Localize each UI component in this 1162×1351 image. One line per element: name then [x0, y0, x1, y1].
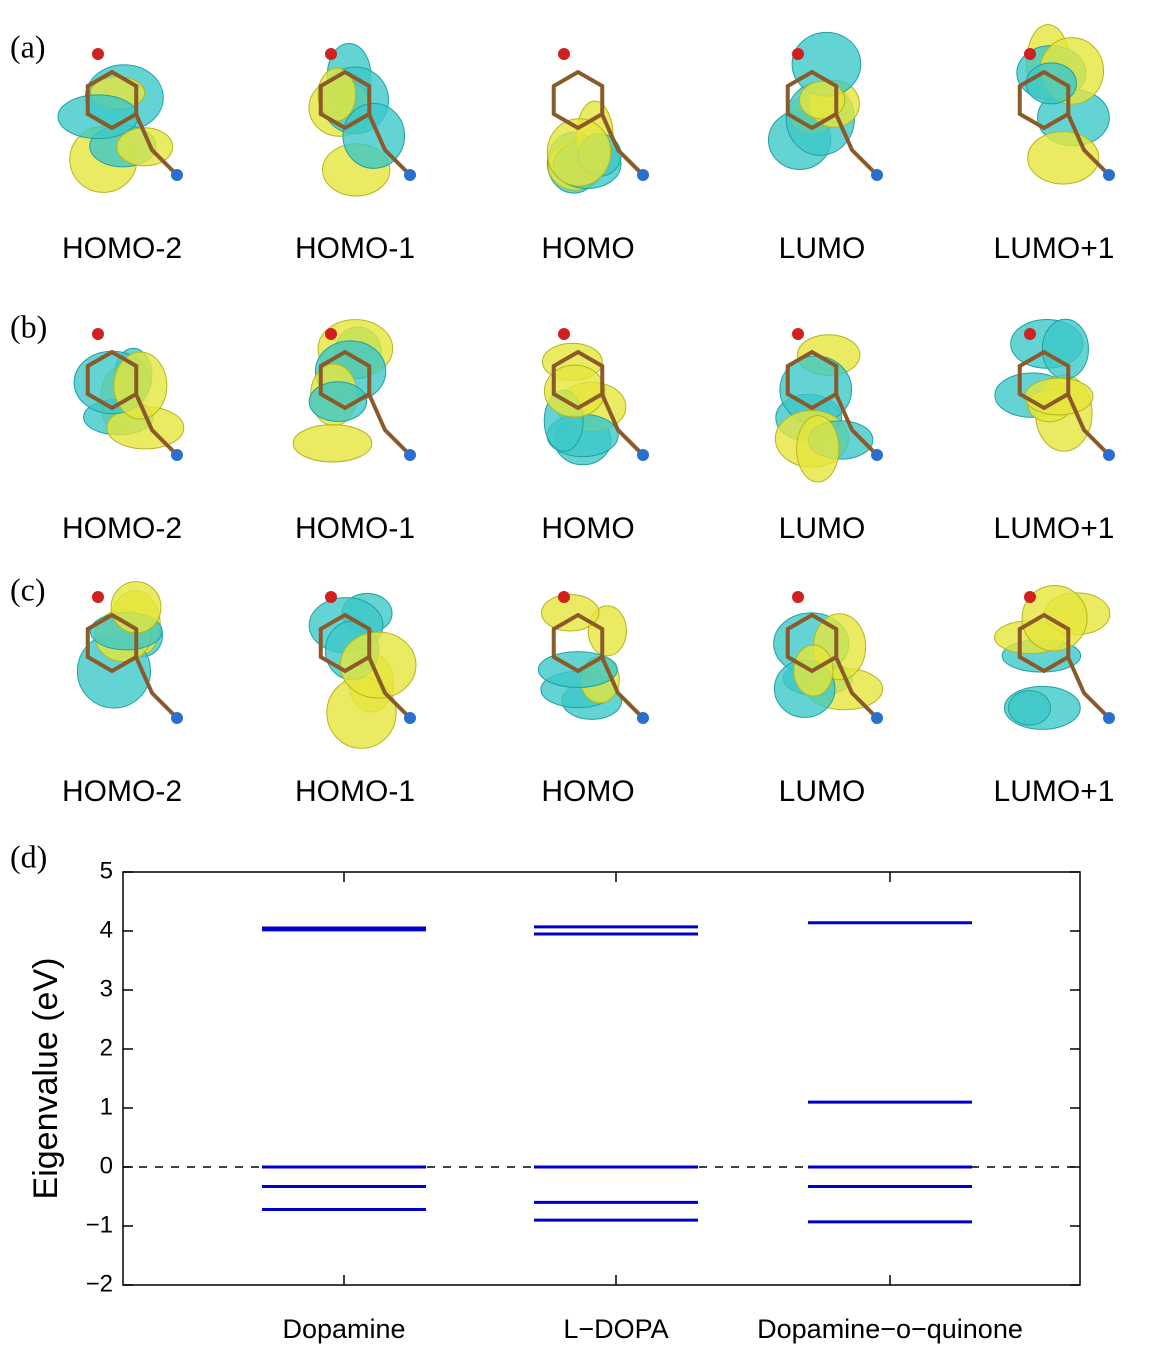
molecule — [293, 320, 416, 462]
orbital-label: HOMO-2 — [62, 775, 182, 808]
orbital-lobe — [797, 416, 839, 482]
orbital-lobe — [1025, 378, 1093, 415]
atom — [92, 591, 104, 603]
x-tick-label: Dopamine — [282, 1314, 405, 1344]
y-tick-label: 4 — [100, 916, 113, 943]
orbital-lobe — [1042, 319, 1088, 379]
orbital-lobe — [1008, 691, 1050, 726]
atom — [792, 328, 804, 340]
atom — [1103, 449, 1115, 461]
molecule — [538, 591, 649, 724]
atom — [171, 449, 183, 461]
orbital-label: HOMO-2 — [62, 512, 182, 545]
atom — [871, 169, 883, 181]
panel-label: (d) — [10, 838, 47, 874]
molecule — [58, 48, 183, 192]
y-tick-label: 0 — [100, 1152, 113, 1179]
molecule — [774, 591, 883, 724]
orbital-lobe — [114, 352, 167, 419]
molecule — [775, 328, 883, 482]
panel-label: (b) — [10, 308, 47, 344]
panel-label: (a) — [10, 28, 46, 64]
atom — [792, 48, 804, 60]
orbital-label: LUMO+1 — [994, 232, 1115, 265]
molecule — [995, 319, 1115, 461]
atom — [1024, 591, 1036, 603]
x-tick-label: Dopamine−o−quinone — [757, 1314, 1023, 1344]
orbital-label: HOMO-2 — [62, 232, 182, 265]
molecule — [542, 328, 649, 465]
atom — [92, 328, 104, 340]
atom — [871, 449, 883, 461]
orbital-label: LUMO — [779, 775, 866, 808]
orbital-label: LUMO — [779, 512, 866, 545]
atom — [325, 591, 337, 603]
atom — [404, 169, 416, 181]
molecule — [995, 586, 1115, 730]
orbital-label: HOMO-1 — [295, 232, 415, 265]
molecule — [1017, 25, 1115, 184]
molecule-chain — [369, 394, 410, 455]
orbital-label: HOMO-1 — [295, 512, 415, 545]
atom — [558, 48, 570, 60]
atom — [792, 591, 804, 603]
orbital-label: HOMO-1 — [295, 775, 415, 808]
y-tick-label: −2 — [86, 1270, 113, 1297]
atom — [171, 712, 183, 724]
orbital-lobe — [1028, 132, 1099, 184]
molecule — [309, 43, 416, 195]
y-tick-label: 5 — [100, 857, 113, 884]
atom — [171, 169, 183, 181]
figure: (a) HOMO-2 HOMO-1 HOMO LUMO LUMO+1 (b) HOMO-2 HO… — [0, 0, 1162, 1351]
y-tick-label: 3 — [100, 975, 113, 1002]
orbital-lobe — [111, 582, 161, 633]
y-tick-label: 1 — [100, 1093, 113, 1120]
atom — [325, 48, 337, 60]
molecule — [547, 48, 649, 193]
atom — [404, 712, 416, 724]
orbital-lobe — [293, 425, 372, 462]
orbital-label: LUMO+1 — [994, 775, 1115, 808]
atom — [871, 712, 883, 724]
atom — [637, 449, 649, 461]
atom — [637, 169, 649, 181]
atom — [1024, 48, 1036, 60]
molecule — [77, 582, 183, 724]
atom — [1103, 712, 1115, 724]
atom — [1103, 169, 1115, 181]
atom — [1024, 328, 1036, 340]
orbital-label: HOMO — [541, 775, 634, 808]
atom — [558, 591, 570, 603]
atom — [404, 449, 416, 461]
atom — [325, 328, 337, 340]
orbital-label: LUMO — [779, 232, 866, 265]
molecule — [74, 328, 184, 461]
molecule — [309, 591, 416, 748]
orbital-label: LUMO+1 — [994, 512, 1115, 545]
molecule — [768, 32, 883, 181]
y-axis-label: Eigenvalue (eV) — [27, 958, 65, 1200]
atom — [92, 48, 104, 60]
orbital-label: HOMO — [541, 232, 634, 265]
y-tick-label: 2 — [100, 1034, 113, 1061]
panel-label: (c) — [10, 571, 46, 607]
orbital-lobe — [542, 595, 599, 631]
orbital-label: HOMO — [541, 512, 634, 545]
atom — [558, 328, 570, 340]
y-tick-label: −1 — [86, 1211, 113, 1238]
atom — [637, 712, 649, 724]
orbital-lobe — [58, 95, 138, 139]
x-tick-label: L−DOPA — [563, 1314, 668, 1344]
